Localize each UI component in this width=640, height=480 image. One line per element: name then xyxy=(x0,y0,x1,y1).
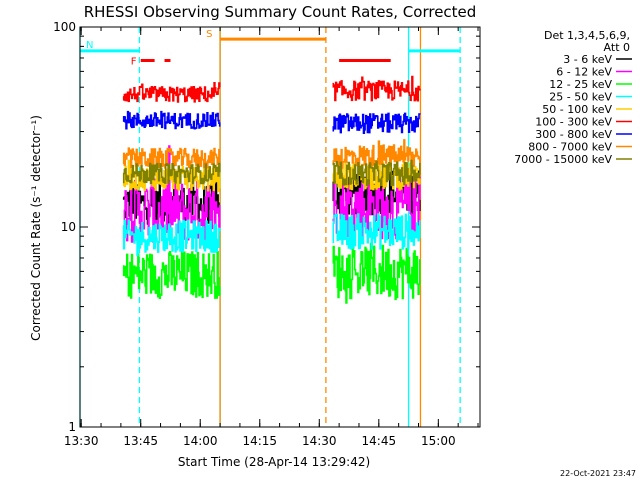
legend-label-6: 300 - 800 keV xyxy=(535,128,612,141)
axes: 13:30 13:45 14:00 14:15 14:30 14:45 15:00 1 10 10… xyxy=(53,20,481,448)
x-tick-label-0: 13:30 xyxy=(64,434,99,448)
legend-label-0: 3 - 6 keV xyxy=(563,53,612,66)
chart-title: RHESSI Observing Summary Count Rates, Co… xyxy=(84,3,477,21)
detector-info-line-2: Att 0 xyxy=(604,41,630,54)
legend-label-2: 12 - 25 keV xyxy=(549,78,612,91)
legend-label-1: 6 - 12 keV xyxy=(556,66,612,79)
x-axis-label: Start Time (28-Apr-14 13:29:42) xyxy=(178,455,370,469)
series-8-segment-1 xyxy=(332,159,421,187)
legend-label-7: 800 - 7000 keV xyxy=(528,141,612,154)
flag-label-S: S xyxy=(206,29,212,40)
series-5-segment-0 xyxy=(122,82,221,103)
y-tick-label-1: 10 xyxy=(61,220,76,234)
legend-label-8: 7000 - 15000 keV xyxy=(514,153,612,166)
timestamp: 22-Oct-2021 23:47 xyxy=(560,469,636,478)
series-6-segment-1 xyxy=(332,112,421,134)
y-tick-label-2: 100 xyxy=(53,20,76,34)
x-tick-label-1: 13:45 xyxy=(123,434,158,448)
series-5-segment-1 xyxy=(332,75,421,102)
detector-info-line-1: Det 1,3,4,5,6,9, xyxy=(544,29,630,42)
legend-label-3: 25 - 50 keV xyxy=(549,91,612,104)
flag-label-N: N xyxy=(86,40,93,51)
series-8-segment-0 xyxy=(122,162,221,185)
series-3-segment-1 xyxy=(332,213,421,250)
x-tick-label-3: 14:15 xyxy=(242,434,277,448)
x-tick-label-4: 14:30 xyxy=(302,434,337,448)
x-tick-label-5: 14:45 xyxy=(362,434,397,448)
plot-area: N S F xyxy=(79,27,461,427)
series-3-segment-0 xyxy=(122,219,221,257)
series-6-segment-0 xyxy=(122,110,221,130)
series-1-segment-0 xyxy=(122,145,221,243)
legend-label-5: 100 - 300 keV xyxy=(535,116,612,129)
series-2-segment-0 xyxy=(122,251,221,299)
x-tick-label-2: 14:00 xyxy=(183,434,218,448)
y-tick-label-0: 1 xyxy=(68,420,76,434)
flag-label-F: F xyxy=(131,56,137,67)
series-7-segment-0 xyxy=(122,147,221,169)
series-2-segment-1 xyxy=(332,236,421,304)
x-tick-label-6: 15:00 xyxy=(421,434,456,448)
y-axis-label: Corrected Count Rate (s⁻¹ detector⁻¹) xyxy=(29,115,43,341)
legend-label-4: 50 - 100 keV xyxy=(542,103,612,116)
